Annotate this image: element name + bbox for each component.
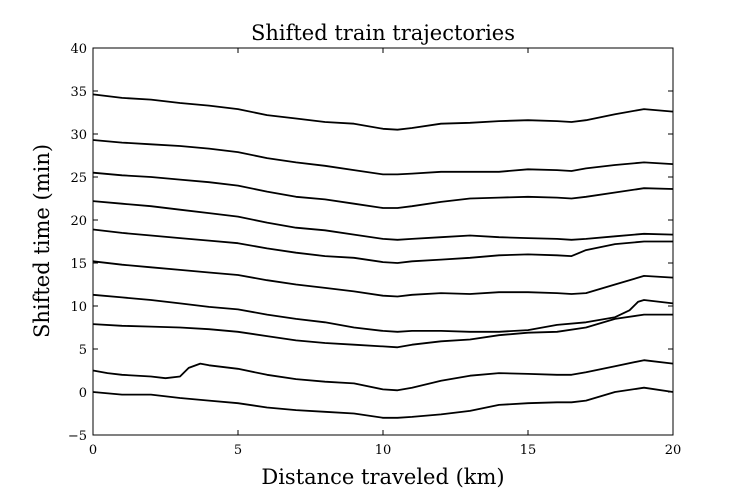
y-tick-label: 35 (70, 85, 87, 100)
x-tick-label: 10 (375, 443, 392, 458)
plot-frame (92, 47, 674, 436)
x-tick-label: 20 (665, 443, 682, 458)
trajectory-line-2 (92, 359, 674, 392)
trajectory-line-1 (92, 386, 674, 419)
y-axis-label: Shifted time (min) (30, 144, 54, 338)
y-tick-label: 10 (70, 300, 87, 315)
trajectory-line-9 (92, 139, 674, 176)
trajectory-line-8 (92, 171, 674, 209)
x-tick-label: 0 (89, 443, 97, 458)
y-tick-label: 0 (79, 386, 87, 401)
y-tick-label: 15 (70, 257, 87, 272)
trajectory-line-4 (92, 293, 674, 333)
series-group (92, 93, 674, 419)
chart-title: Shifted train trajectories (251, 21, 515, 45)
trajectory-line-6 (92, 228, 673, 264)
y-tick-label: 5 (79, 343, 87, 358)
y-tick-label: 25 (70, 171, 87, 186)
x-tick-label: 5 (234, 443, 242, 458)
y-tick-label: 40 (70, 42, 87, 57)
trajectory-line-10 (92, 93, 674, 131)
trajectory-line-3 (92, 313, 673, 349)
y-tick-label: −5 (68, 429, 87, 444)
trajectory-line-7 (92, 200, 674, 241)
x-axis-label: Distance traveled (km) (261, 465, 504, 489)
y-tick-label: 20 (70, 214, 87, 229)
y-tick-label: 30 (70, 128, 87, 143)
x-tick-label: 15 (520, 443, 537, 458)
trajectory-line-5 (92, 260, 674, 298)
